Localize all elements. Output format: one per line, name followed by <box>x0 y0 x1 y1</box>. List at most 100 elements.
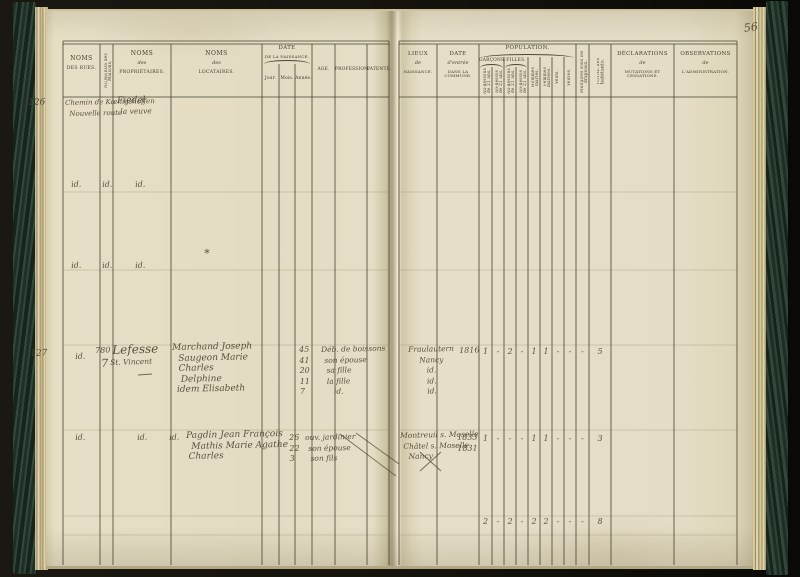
handwritten-line: 3 <box>289 453 295 463</box>
entry-127-house-number: 780 <box>95 345 111 355</box>
entry-128-population-counts: 1 - - - 1 1 - - - 3 <box>479 434 611 443</box>
header-line: des <box>137 60 147 66</box>
ditto-mark: id. <box>135 260 146 270</box>
asterisk-mark: * <box>204 246 210 260</box>
handwritten-line: Charles <box>188 451 224 462</box>
handwritten-line: 7 <box>299 386 306 396</box>
ditto-mark: id. <box>71 260 82 270</box>
entry-127-date-entree: 1816 <box>459 345 480 355</box>
header-line: DATE <box>449 51 467 57</box>
handwritten-line: 22 <box>289 443 300 453</box>
header-age: AGE. <box>317 67 330 72</box>
pop-cell: - <box>520 434 524 443</box>
pop-total-cell: - <box>556 517 560 526</box>
entry-127-lieux-naissance: Fraulautern Nancy id. id. id. <box>403 344 460 398</box>
pop-cell: - <box>568 434 572 443</box>
handwritten-line: Fiedel <box>117 95 146 106</box>
header-patente: PATENTE. <box>367 67 392 72</box>
header-line: DÉCLARATIONS <box>617 51 668 57</box>
header-proprietaires: NOMS des PROPRIÉTAIRES. <box>113 51 171 76</box>
population-totals-row: 2 - 2 - 2 2 - - - 8 <box>479 517 611 526</box>
header-date-entree: DATE d'entrée DANS LA COMMUNE. <box>437 51 479 79</box>
page-edges-left <box>35 7 48 570</box>
header-garcons-moins-21: Au-dessous de 21 ans. <box>483 68 492 95</box>
header-line: DATE <box>278 45 296 51</box>
header-line: de <box>702 60 709 67</box>
pop-total-cell: - <box>520 517 524 526</box>
page-edges-right <box>753 7 767 570</box>
pop-cell: 1 <box>543 347 549 356</box>
ditto-mark: id. <box>135 179 146 189</box>
header-line: de <box>414 60 422 67</box>
entry-128-professions: ouv. jardinier son épouse son fils <box>305 432 356 465</box>
header-line: L'ADMINISTRATION. <box>681 69 730 75</box>
pop-cell: - <box>568 347 572 356</box>
header-observations: OBSERVATIONS de L'ADMINISTRATION. <box>674 51 737 75</box>
handwritten-line: ouv. jardinier <box>305 431 356 442</box>
pop-total-cell: - <box>568 517 572 526</box>
header-line: PROPRIÉTAIRES. <box>119 70 165 75</box>
brace-population <box>481 54 574 58</box>
brace-date-naissance <box>264 60 310 64</box>
page-number: 56 <box>743 20 759 35</box>
pop-cell: - <box>496 434 500 443</box>
pop-total-cell: - <box>496 517 500 526</box>
header-garcons: GARÇONS. <box>479 58 506 63</box>
pop-total-cell: - <box>581 517 584 526</box>
ditto-mark: id. <box>75 351 86 361</box>
handwritten-line: Fraulautern <box>408 343 455 354</box>
header-date-naissance: DATE DE LA NAISSANCE. <box>262 45 312 60</box>
entry-126-proprietaire: Fiedel la veuve <box>117 95 152 117</box>
pop-cell: - <box>508 434 512 443</box>
header-militaires: Militaires sous les drapeaux. <box>580 50 589 93</box>
entry-127-proprietaire-line2: St. Vincent <box>110 356 153 367</box>
ditto-mark: id. <box>102 179 113 189</box>
header-line: DANS LA COMMUNE. <box>444 69 472 79</box>
pop-total-cell: 8 <box>597 517 603 526</box>
pop-cell: 1 <box>482 434 489 443</box>
handwritten-line: son fils <box>310 453 338 463</box>
ditto-mark: id. <box>75 432 86 442</box>
pop-cell: - <box>556 434 560 443</box>
grid-lines <box>62 40 738 565</box>
entry-128-ages: 26 22 3 <box>289 433 300 465</box>
ditto-mark: id. <box>137 432 148 442</box>
handwritten-line: 41 <box>299 355 310 365</box>
header-jour: Jour. <box>264 76 277 81</box>
handwritten-line: Mathis Marie Agathe <box>191 439 289 452</box>
header-line: des <box>212 60 221 66</box>
header-garcons-plus-21: Au-dessus de 21 ans. <box>495 69 504 94</box>
entry-127-house-number-2: 7 <box>101 356 109 370</box>
pop-cell: - <box>581 347 584 356</box>
handwritten-line: id. <box>333 386 344 396</box>
pop-cell: 2 <box>507 347 513 356</box>
entry-128-locataires: Pagdin Jean François Mathis Marie Agathe… <box>186 429 288 463</box>
header-line: LOCATAIRES. <box>198 70 235 75</box>
ink-strokes <box>137 373 442 477</box>
header-hommes-maries: Hommes mariés. <box>531 67 540 87</box>
handwritten-line: idem Elisabeth <box>176 383 246 395</box>
pop-cell: 1 <box>531 347 537 356</box>
header-lieux-naissance: LIEUX de NAISSANCE. <box>399 51 437 75</box>
header-line: LIEUX <box>407 51 429 57</box>
pop-cell: 3 <box>597 434 603 443</box>
brace-filles <box>505 64 527 68</box>
header-profession: PROFESSION. <box>335 67 370 72</box>
header-line: NAISSANCE. <box>403 69 433 75</box>
pop-cell: - <box>496 347 500 356</box>
header-line: NOMS <box>130 50 154 57</box>
pop-cell: - <box>520 347 524 356</box>
pop-total-cell: 2 <box>507 517 513 526</box>
header-annee: Année. <box>295 76 312 81</box>
header-line: DE LA NAISSANCE. <box>264 54 310 60</box>
open-pages <box>46 9 756 569</box>
handwritten-line: 26 <box>289 432 300 442</box>
handwritten-line: 11 <box>299 376 311 386</box>
header-mois: Mois. <box>280 76 294 81</box>
pop-total-cell: 2 <box>482 517 489 526</box>
pop-cell: 1 <box>531 434 537 443</box>
handwritten-line: 1833 <box>457 432 478 442</box>
header-line: DES RUES. <box>66 66 97 71</box>
header-veufs: Veufs. <box>555 69 559 85</box>
